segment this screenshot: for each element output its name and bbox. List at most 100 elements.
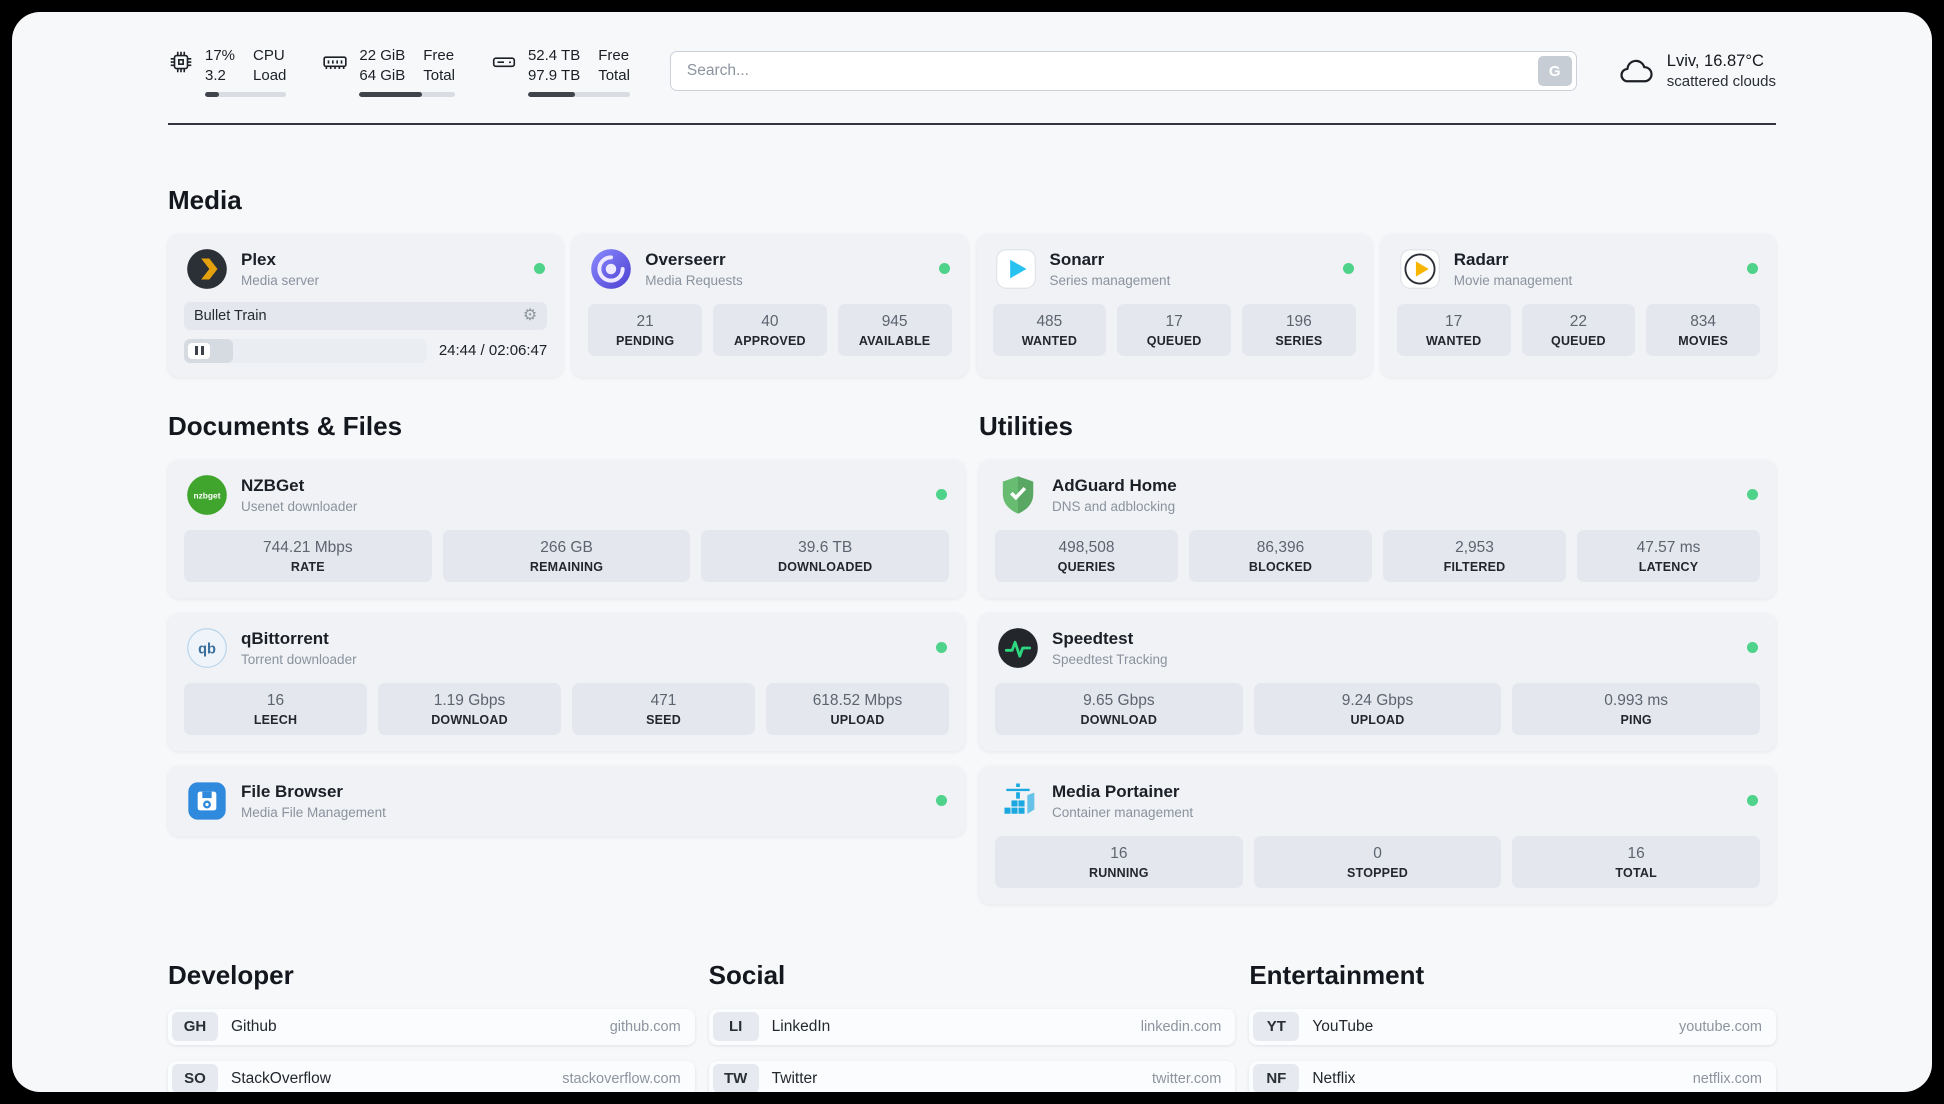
weather-condition: scattered clouds — [1666, 73, 1776, 91]
stat-box: 0.993 ms PING — [1512, 682, 1761, 735]
plex-logo-icon — [186, 248, 228, 290]
developer-section: Developer GH Github github.com SO StackO… — [168, 960, 695, 1092]
search-box: G — [669, 51, 1577, 92]
stat-label: WANTED — [1425, 333, 1482, 348]
playback-row: 24:44 / 02:06:47 — [184, 338, 547, 363]
entertainment-section: Entertainment YT YouTube youtube.com NF … — [1249, 960, 1776, 1092]
plex-card[interactable]: Plex Media server Bullet Train ⚙ 24:44 /… — [168, 233, 564, 377]
ram-label-bottom: Total — [423, 66, 455, 84]
stat-value: 16 — [1627, 844, 1645, 862]
adguard-card[interactable]: AdGuard Home DNS and adblocking 498,508 … — [979, 459, 1776, 598]
bookmark-github[interactable]: GH Github github.com — [168, 1008, 695, 1045]
stat-box: 17 WANTED — [1396, 303, 1511, 356]
cloud-icon — [1617, 52, 1655, 90]
stat-value: 2,953 — [1455, 538, 1494, 556]
stat-label: QUEUED — [1146, 333, 1202, 348]
stat-label: WANTED — [1021, 333, 1078, 348]
overseerr-logo-icon — [590, 248, 632, 290]
bookmark-abbr: LI — [712, 1012, 759, 1042]
overseerr-card[interactable]: Overseerr Media Requests 21 PENDING 40 A… — [572, 233, 968, 377]
ram-widget: 22 GiB 64 GiB Free Total — [322, 46, 455, 97]
stat-label: REMAINING — [529, 559, 604, 574]
stat-box: 16 LEECH — [184, 682, 367, 735]
search-engine-button[interactable]: G — [1537, 56, 1572, 87]
stat-value: 16 — [266, 691, 285, 709]
stat-label: LATENCY — [1638, 559, 1699, 574]
stat-label: QUERIES — [1057, 559, 1116, 574]
app-name: Radarr — [1453, 249, 1509, 269]
bookmark-stackoverflow[interactable]: SO StackOverflow stackoverflow.com — [168, 1060, 695, 1092]
now-playing-bar[interactable]: Bullet Train ⚙ — [184, 301, 548, 330]
app-subtitle: Movie management — [1453, 272, 1573, 288]
stat-label: APPROVED — [733, 333, 806, 348]
radarr-card[interactable]: Radarr Movie management 17 WANTED 22 QUE… — [1380, 233, 1776, 377]
cpu-label-bottom: Load — [253, 66, 287, 84]
stat-value: 16 — [1110, 844, 1128, 862]
stat-value: 266 GB — [540, 538, 593, 556]
app-name: qBittorrent — [241, 628, 329, 648]
status-dot — [1747, 642, 1758, 654]
stat-value: 47.57 ms — [1636, 538, 1701, 556]
stat-label: UPLOAD — [1350, 712, 1405, 727]
status-dot — [936, 489, 947, 501]
bookmark-url: netflix.com — [1692, 1070, 1762, 1087]
stat-label: AVAILABLE — [858, 333, 931, 348]
stat-label: MOVIES — [1678, 333, 1729, 348]
stat-value: 22 — [1569, 312, 1587, 330]
stat-label: DOWNLOADED — [778, 559, 873, 574]
bookmark-linkedin[interactable]: LI LinkedIn linkedin.com — [708, 1008, 1236, 1045]
bookmark-netflix[interactable]: NF Netflix netflix.com — [1249, 1060, 1776, 1092]
media-section: Media Plex Media server Bullet Train ⚙ — [168, 185, 1776, 377]
app-name: Media Portainer — [1052, 781, 1180, 801]
pause-icon[interactable] — [188, 342, 210, 359]
sonarr-card[interactable]: Sonarr Series management 485 WANTED 17 Q… — [976, 233, 1372, 377]
bookmark-name: Twitter — [771, 1069, 818, 1087]
app-name: Sonarr — [1049, 249, 1105, 269]
stat-label: RUNNING — [1088, 865, 1149, 880]
stat-value: 618.52 Mbps — [812, 691, 903, 709]
bookmark-twitter[interactable]: TW Twitter twitter.com — [708, 1060, 1236, 1092]
playback-progress-bar[interactable] — [184, 338, 427, 363]
status-dot — [1342, 263, 1354, 275]
adguard-logo-icon — [997, 474, 1039, 516]
search-input[interactable] — [669, 51, 1577, 92]
stat-box: 17 QUEUED — [1117, 303, 1231, 356]
header-divider — [168, 122, 1776, 125]
stat-label: QUEUED — [1551, 333, 1606, 348]
bookmark-youtube[interactable]: YT YouTube youtube.com — [1249, 1008, 1776, 1045]
speedtest-card[interactable]: Speedtest Speedtest Tracking 9.65 Gbps D… — [979, 612, 1776, 751]
nzbget-logo-icon: nzbget — [186, 474, 228, 516]
stat-box: 618.52 Mbps UPLOAD — [766, 682, 949, 735]
nzbget-card[interactable]: nzbget NZBGet Usenet downloader 744.21 M… — [168, 459, 965, 598]
sonarr-logo-icon — [995, 248, 1037, 290]
portainer-card[interactable]: Media Portainer Container management 16 … — [979, 765, 1776, 904]
stat-value: 1.19 Gbps — [433, 691, 506, 709]
app-name: Plex — [241, 249, 276, 269]
bookmark-name: Netflix — [1312, 1069, 1356, 1087]
social-section: Social LI LinkedIn linkedin.com TW Twitt… — [708, 960, 1236, 1092]
stat-box: 39.6 TB DOWNLOADED — [701, 529, 950, 582]
media-section-title: Media — [168, 184, 242, 215]
bookmark-abbr: YT — [1253, 1012, 1300, 1042]
radarr-logo-icon — [1399, 248, 1441, 290]
disk-usage-fill — [527, 91, 575, 97]
stat-label: STOPPED — [1347, 865, 1408, 880]
stat-label: SEED — [646, 712, 681, 727]
stat-value: 21 — [636, 312, 654, 330]
disk-label-bottom: Total — [598, 66, 630, 84]
ram-icon — [322, 49, 348, 75]
filebrowser-card[interactable]: File Browser Media File Management — [168, 765, 965, 836]
qbittorrent-card[interactable]: qb qBittorrent Torrent downloader 16 LEE… — [168, 612, 965, 751]
cpu-usage-fill — [205, 91, 219, 97]
stat-box: 9.24 Gbps UPLOAD — [1253, 682, 1502, 735]
app-name: Overseerr — [645, 249, 726, 269]
now-playing-title: Bullet Train — [194, 307, 267, 324]
dashboard-page: 17% 3.2 CPU Load — [12, 12, 1932, 1092]
bookmark-abbr: TW — [712, 1064, 759, 1092]
documents-section-title: Documents & Files — [168, 410, 403, 441]
stat-label: BLOCKED — [1248, 559, 1313, 574]
disk-usage-bar — [527, 91, 630, 97]
cpu-label-top: CPU — [253, 47, 285, 64]
qbittorrent-logo-icon: qb — [186, 627, 228, 669]
gear-icon[interactable]: ⚙ — [522, 306, 538, 324]
